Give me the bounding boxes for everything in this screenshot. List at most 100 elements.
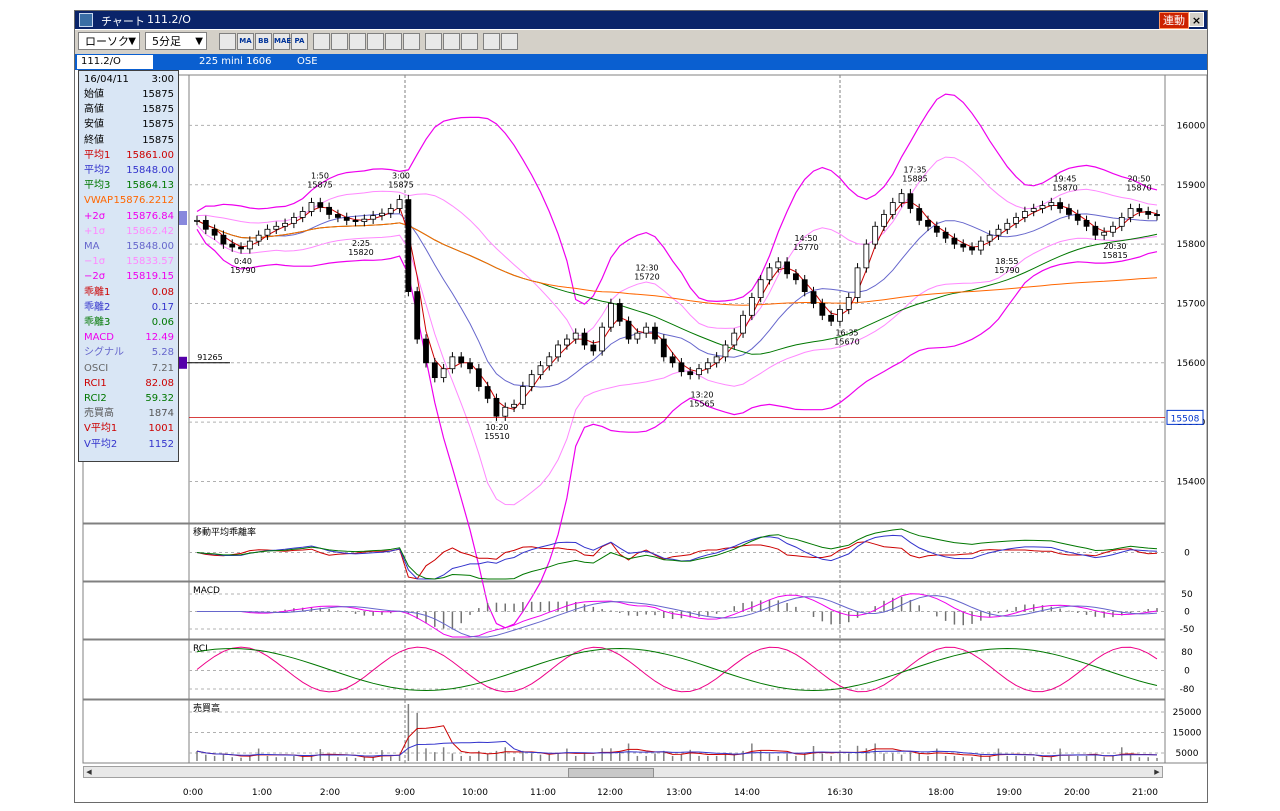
flag-icon[interactable] [501, 33, 518, 50]
eraser-icon[interactable] [461, 33, 478, 50]
cursor-icon[interactable] [443, 33, 460, 50]
annotation-value: 15875 [388, 181, 413, 190]
candle-body [229, 243, 236, 248]
link-button[interactable]: 連動 [1159, 12, 1189, 29]
annotation-time: 3:00 [392, 172, 410, 181]
chart-type-select[interactable]: ローソク ▼ [78, 32, 140, 50]
wave-icon[interactable] [349, 33, 366, 50]
data-window: 16/04/11 3:00 始値 15875 高値 15875 安値 15875 終値 158… [78, 70, 179, 462]
fibonacci-icon[interactable] [403, 33, 420, 50]
symbol-input[interactable]: 111.2/O [77, 55, 153, 69]
close-button[interactable]: × [1189, 12, 1204, 27]
x-tick-label: 2:00 [320, 788, 340, 798]
candle-body [625, 320, 632, 340]
info-value: 15875 [142, 119, 174, 131]
x-tick-label: 20:00 [1064, 788, 1090, 798]
settings-icon[interactable] [483, 33, 500, 50]
info-label: 平均2 [84, 165, 111, 176]
annotation-value: 15875 [307, 181, 332, 190]
moving-average-icon[interactable]: MA [237, 33, 254, 50]
ruler-icon[interactable] [385, 33, 402, 50]
chart-window: チャート 111.2/O 連動 × ローソク ▼ 5分足 ▼ MA BB MAE PA… [74, 10, 1208, 803]
x-tick-label: 11:00 [530, 788, 556, 798]
macd-signal-line [197, 595, 1158, 638]
candle-body [792, 273, 799, 281]
info-value: 15875 [142, 89, 174, 100]
info-datetime-row: 16/04/11 3:00 [79, 72, 178, 87]
candle-body [837, 308, 843, 322]
info-row: RCI2 59.32 [79, 391, 178, 406]
bollinger-upper-2 [196, 93, 1158, 305]
y-tick-label: -50 [1180, 625, 1195, 635]
horizontal-scrollbar[interactable]: ◀ ▶ [83, 766, 1163, 778]
info-value: 15861.00 [126, 149, 174, 161]
panel-gutter [82, 581, 190, 640]
scroll-right-icon[interactable]: ▶ [1154, 768, 1160, 776]
scroll-left-icon[interactable]: ◀ [86, 768, 92, 776]
candle-body [740, 314, 746, 334]
candle-body [537, 365, 544, 376]
bollinger-band-icon[interactable]: BB [255, 33, 272, 50]
candle-body [608, 303, 614, 328]
pencil-icon[interactable] [425, 33, 442, 50]
mae-icon[interactable]: MAE [273, 33, 291, 50]
info-label: −2σ [84, 271, 106, 283]
candle-body [308, 202, 315, 212]
candle-body [643, 326, 650, 334]
candle-body [326, 206, 333, 215]
chart-area[interactable]: 0:00 1:00 2:00 9:00 10:00 11:00 12:00 13:00 14:0… [75, 11, 1207, 802]
info-value: 82.08 [145, 377, 174, 389]
annotation-time: 1:50 [311, 172, 329, 181]
info-value: 15876.84 [126, 210, 174, 222]
candle-body [599, 326, 606, 352]
info-value: 7.21 [151, 362, 174, 374]
candle-body [564, 338, 570, 346]
candle-body [1074, 214, 1081, 221]
info-row: 終値 15875 [79, 133, 178, 148]
exchange-name: OSE [297, 56, 318, 67]
candle-body [748, 297, 755, 316]
macd-line [197, 593, 1158, 638]
candle-body [722, 344, 729, 358]
interval-select[interactable]: 5分足 ▼ [145, 32, 207, 50]
candle-body [519, 386, 526, 405]
info-label: RCI2 [84, 393, 107, 404]
candle-body [933, 225, 940, 233]
info-value: 15848.00 [126, 241, 174, 252]
annotation-value: 15870 [1052, 184, 1077, 193]
y-tick-label: 0 [1184, 667, 1190, 677]
info-label: 高値 [84, 104, 104, 116]
crosshair-icon[interactable] [219, 33, 236, 50]
info-label: MA [84, 241, 100, 252]
candle-body [678, 362, 685, 373]
candle-body [1004, 222, 1011, 230]
parabolic-icon[interactable]: PA [291, 33, 308, 50]
candle-body [731, 332, 738, 346]
candle-body [458, 356, 465, 364]
candle-body [1013, 217, 1019, 224]
magnifier-icon[interactable] [367, 33, 384, 50]
info-label: RCI1 [84, 377, 107, 389]
candle-body [194, 219, 200, 222]
candle-body [502, 406, 509, 417]
candle-body [255, 234, 262, 242]
info-row: 乖離2 0.17 [79, 300, 178, 315]
info-value: 15819.15 [126, 271, 174, 283]
candle-body [660, 338, 667, 358]
candle-body [898, 193, 905, 203]
x-tick-label: 21:00 [1132, 788, 1158, 798]
info-label: +1σ [84, 225, 106, 237]
candle-body [467, 362, 473, 370]
scroll-thumb[interactable] [568, 768, 654, 778]
interval-value: 5分足 [152, 35, 181, 48]
info-row: MACD 12.49 [79, 330, 178, 345]
info-label: V平均2 [84, 438, 118, 450]
annotation-time: 14:50 [794, 234, 817, 243]
candle-body [414, 291, 421, 340]
line-chart-icon[interactable] [313, 33, 330, 50]
panel-title: MACD [193, 586, 220, 596]
candle-body [1101, 231, 1108, 236]
current-price-value: 15508 [1171, 414, 1200, 424]
trendline-icon[interactable] [331, 33, 348, 50]
marker-value: 91265 [197, 353, 222, 362]
